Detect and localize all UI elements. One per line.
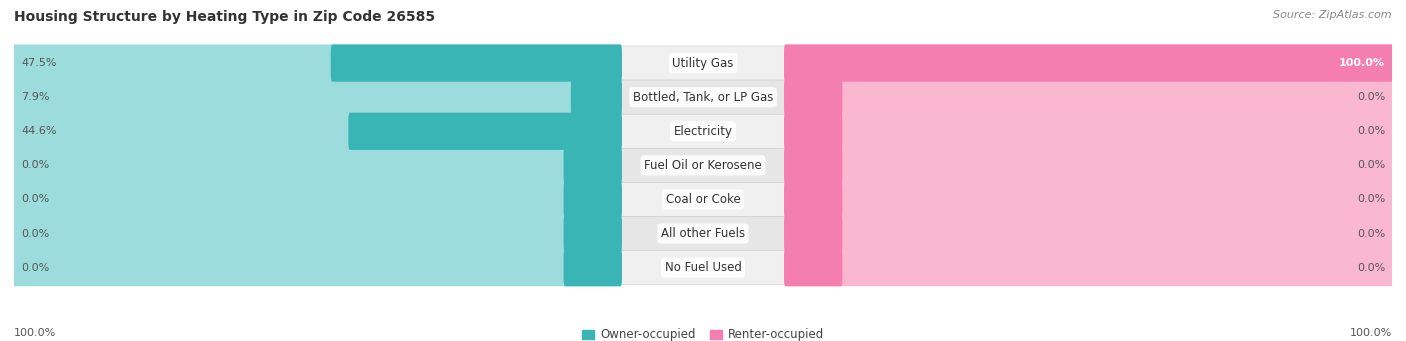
FancyBboxPatch shape bbox=[785, 215, 842, 252]
Text: 0.0%: 0.0% bbox=[21, 194, 49, 205]
Text: 0.0%: 0.0% bbox=[1357, 228, 1385, 239]
FancyBboxPatch shape bbox=[785, 113, 1393, 150]
Text: Electricity: Electricity bbox=[673, 125, 733, 138]
Text: 0.0%: 0.0% bbox=[1357, 160, 1385, 170]
Text: Source: ZipAtlas.com: Source: ZipAtlas.com bbox=[1274, 10, 1392, 20]
FancyBboxPatch shape bbox=[564, 249, 621, 286]
Text: 44.6%: 44.6% bbox=[21, 126, 56, 136]
FancyBboxPatch shape bbox=[785, 249, 842, 286]
FancyBboxPatch shape bbox=[14, 46, 1392, 80]
FancyBboxPatch shape bbox=[785, 215, 1393, 252]
FancyBboxPatch shape bbox=[785, 249, 1393, 286]
FancyBboxPatch shape bbox=[785, 181, 842, 218]
FancyBboxPatch shape bbox=[14, 114, 1392, 148]
Text: 0.0%: 0.0% bbox=[21, 263, 49, 273]
FancyBboxPatch shape bbox=[564, 147, 621, 184]
FancyBboxPatch shape bbox=[13, 44, 621, 82]
Text: All other Fuels: All other Fuels bbox=[661, 227, 745, 240]
FancyBboxPatch shape bbox=[14, 251, 1392, 285]
Text: 0.0%: 0.0% bbox=[21, 160, 49, 170]
Text: 100.0%: 100.0% bbox=[1350, 328, 1392, 338]
FancyBboxPatch shape bbox=[564, 181, 621, 218]
FancyBboxPatch shape bbox=[571, 78, 621, 116]
Text: Utility Gas: Utility Gas bbox=[672, 57, 734, 70]
Text: 100.0%: 100.0% bbox=[14, 328, 56, 338]
Text: 0.0%: 0.0% bbox=[1357, 194, 1385, 205]
FancyBboxPatch shape bbox=[785, 147, 1393, 184]
Text: 7.9%: 7.9% bbox=[21, 92, 49, 102]
FancyBboxPatch shape bbox=[785, 78, 842, 116]
Text: 0.0%: 0.0% bbox=[21, 228, 49, 239]
FancyBboxPatch shape bbox=[14, 80, 1392, 114]
Text: 100.0%: 100.0% bbox=[1339, 58, 1385, 68]
FancyBboxPatch shape bbox=[13, 78, 621, 116]
FancyBboxPatch shape bbox=[349, 113, 621, 150]
FancyBboxPatch shape bbox=[14, 148, 1392, 182]
Text: No Fuel Used: No Fuel Used bbox=[665, 261, 741, 274]
FancyBboxPatch shape bbox=[785, 44, 1393, 82]
FancyBboxPatch shape bbox=[785, 44, 1393, 82]
Text: Bottled, Tank, or LP Gas: Bottled, Tank, or LP Gas bbox=[633, 91, 773, 104]
FancyBboxPatch shape bbox=[330, 44, 621, 82]
Legend: Owner-occupied, Renter-occupied: Owner-occupied, Renter-occupied bbox=[578, 324, 828, 341]
Text: 0.0%: 0.0% bbox=[1357, 263, 1385, 273]
FancyBboxPatch shape bbox=[13, 113, 621, 150]
FancyBboxPatch shape bbox=[785, 78, 1393, 116]
Text: Fuel Oil or Kerosene: Fuel Oil or Kerosene bbox=[644, 159, 762, 172]
FancyBboxPatch shape bbox=[13, 181, 621, 218]
FancyBboxPatch shape bbox=[13, 215, 621, 252]
FancyBboxPatch shape bbox=[564, 215, 621, 252]
FancyBboxPatch shape bbox=[14, 182, 1392, 217]
Text: Coal or Coke: Coal or Coke bbox=[665, 193, 741, 206]
Text: 0.0%: 0.0% bbox=[1357, 126, 1385, 136]
FancyBboxPatch shape bbox=[785, 181, 1393, 218]
Text: Housing Structure by Heating Type in Zip Code 26585: Housing Structure by Heating Type in Zip… bbox=[14, 10, 436, 24]
FancyBboxPatch shape bbox=[14, 217, 1392, 251]
Text: 47.5%: 47.5% bbox=[21, 58, 56, 68]
FancyBboxPatch shape bbox=[785, 147, 842, 184]
FancyBboxPatch shape bbox=[13, 147, 621, 184]
FancyBboxPatch shape bbox=[13, 249, 621, 286]
FancyBboxPatch shape bbox=[785, 113, 842, 150]
Text: 0.0%: 0.0% bbox=[1357, 92, 1385, 102]
